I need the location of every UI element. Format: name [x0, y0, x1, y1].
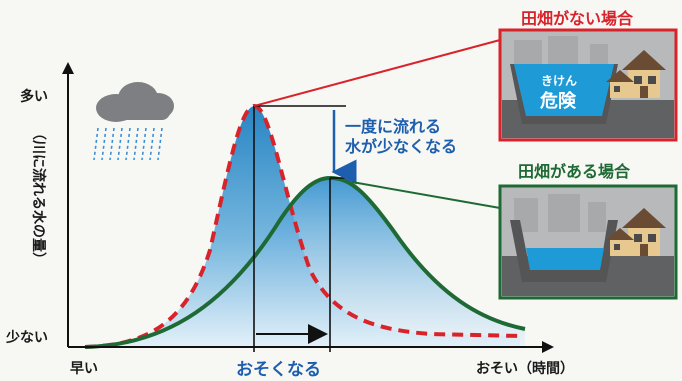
house-icon: [606, 208, 666, 256]
x-end-label: おそい（時間）: [476, 360, 574, 377]
x-start-label: 早い: [70, 361, 98, 377]
connector-green: [351, 181, 501, 209]
reduction-label-line1: 一度に流れる: [345, 117, 441, 136]
panel-with-fields: [498, 184, 678, 300]
warning-big: 危険: [539, 90, 577, 112]
panel-without-title: 田畑がない場合: [521, 9, 634, 28]
area-with-fields: [85, 178, 525, 347]
y-axis-arrowhead: [62, 62, 74, 74]
water-level-with: [526, 248, 604, 270]
house-icon: [606, 50, 666, 98]
delay-label: おそくなる: [236, 360, 321, 380]
water-overflow-without: [514, 64, 614, 116]
channel-wall-with: [510, 220, 618, 282]
y-low-label: 少ない: [5, 329, 48, 346]
warning-small: きけん: [541, 74, 577, 88]
reduction-label-line2: 水が少なくなる: [345, 137, 457, 156]
rain-cloud-icon: [93, 82, 174, 161]
panel-without-fields: きけん 危険: [498, 28, 678, 142]
panel-with-title: 田畑がある場合: [518, 162, 631, 181]
connector-red: [253, 39, 501, 107]
x-axis-arrowhead: [542, 341, 554, 353]
y-high-label: 多い: [20, 88, 48, 105]
y-axis-title: （川に流れる水の量）: [30, 126, 47, 266]
